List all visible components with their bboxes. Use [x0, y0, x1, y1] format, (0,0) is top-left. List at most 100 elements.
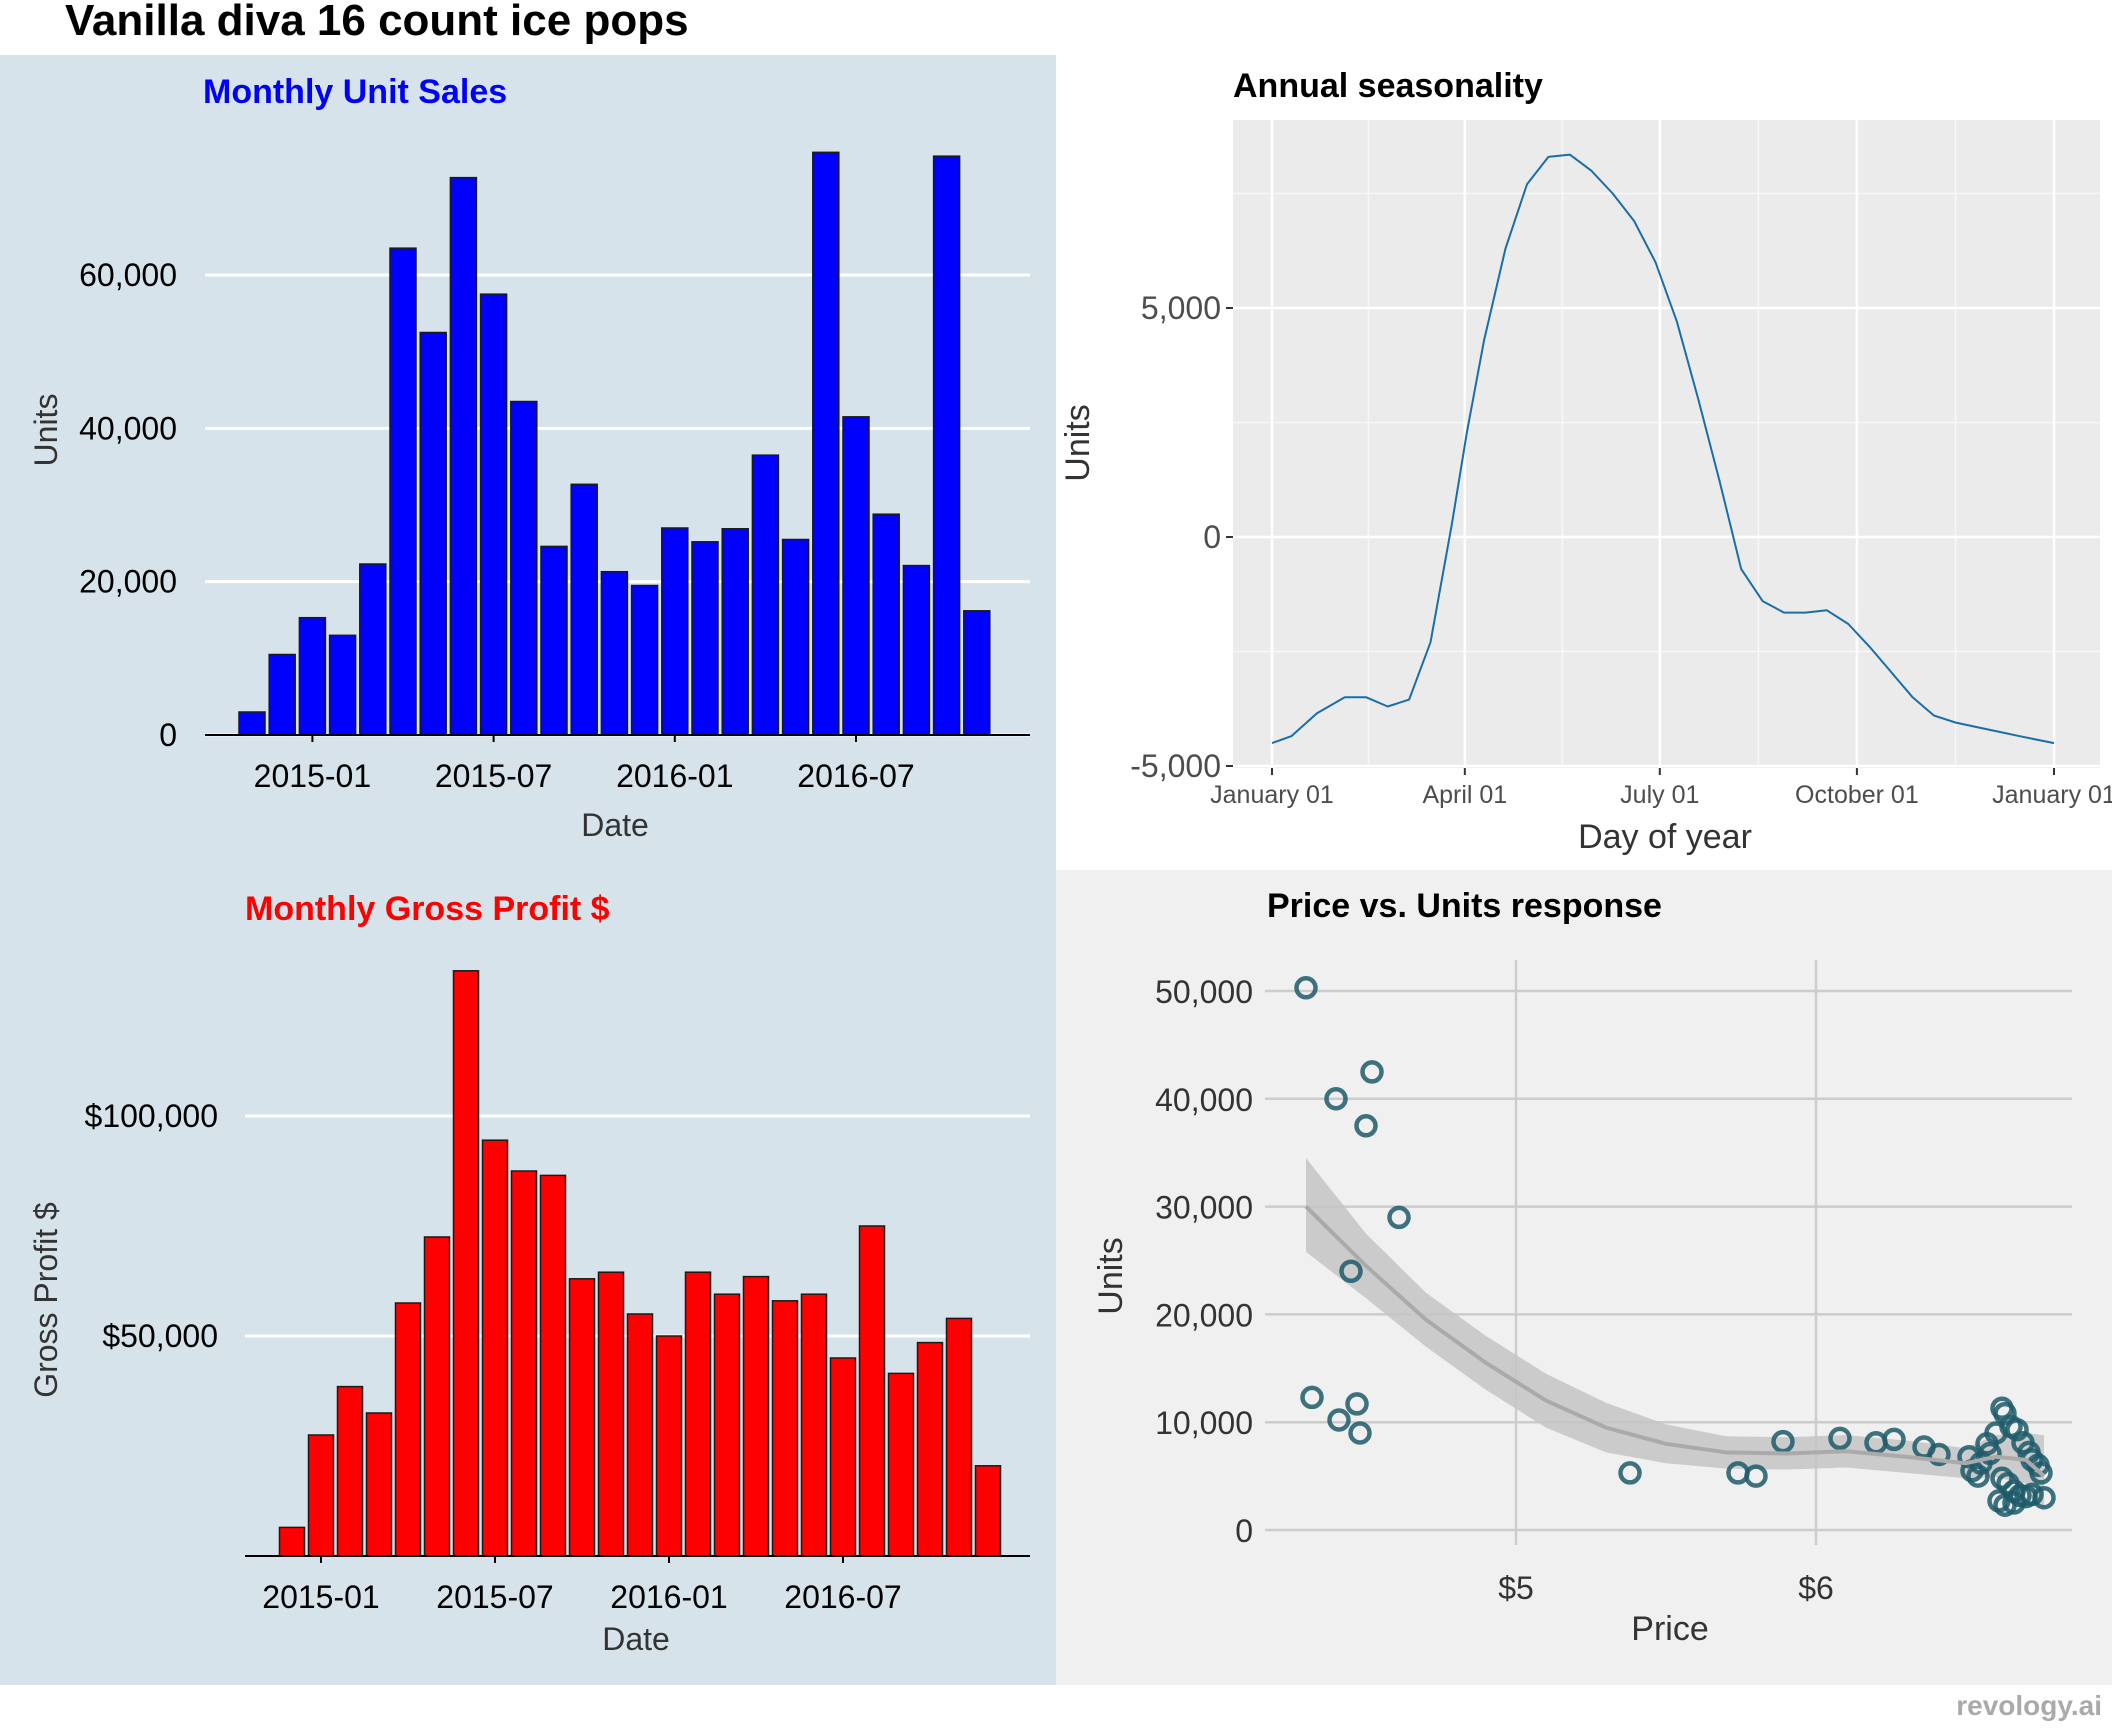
y-tick-label: 40,000	[79, 410, 177, 446]
seasonality-chart-title: Annual seasonality	[1233, 67, 1543, 105]
seasonality-y-axis-label: Units	[1059, 404, 1097, 481]
sales-y-axis-label: Units	[28, 394, 64, 467]
profit-y-axis-label: Gross Profit $	[28, 1202, 64, 1398]
y-tick-label: 20,000	[1155, 1297, 1253, 1333]
bar	[974, 1465, 1002, 1557]
bar	[691, 541, 719, 736]
y-tick-label: 60,000	[79, 257, 177, 293]
bar	[963, 610, 991, 736]
bar	[916, 1341, 944, 1557]
x-tick-label: $6	[1798, 1570, 1834, 1606]
bar	[479, 293, 508, 736]
seasonality-x-axis-label: Day of year	[1578, 818, 1752, 856]
y-tick-label: 30,000	[1155, 1190, 1253, 1226]
profit-chart-title: Monthly Gross Profit $	[245, 890, 610, 928]
y-tick-label: 20,000	[79, 564, 177, 600]
bar	[568, 1278, 596, 1557]
scatter-point	[1993, 1401, 2017, 1426]
scatter-point	[1966, 1464, 1990, 1488]
bar	[389, 247, 417, 736]
bar	[812, 151, 840, 736]
y-tick-label: 0	[1235, 1513, 1253, 1549]
x-tick-label: 2016-07	[784, 1579, 901, 1615]
y-tick-label: 0	[1203, 519, 1221, 555]
scatter-point	[2002, 1491, 2026, 1515]
scatter-point	[1360, 1060, 1384, 1084]
x-tick-label: October 01	[1795, 781, 1919, 809]
bar	[742, 1275, 770, 1557]
page-title: Vanilla diva 16 count ice pops	[65, 0, 689, 45]
scatter-point	[1771, 1429, 1795, 1454]
bar	[298, 616, 327, 736]
scatter-point	[1345, 1392, 1369, 1416]
x-tick-label: 2016-07	[797, 758, 914, 794]
monthly-gross-profit-panel: Monthly Gross Profit $ Date Gross Profit…	[0, 870, 1056, 1685]
x-tick-label: 2015-01	[262, 1579, 379, 1615]
bar	[902, 564, 931, 736]
bar	[419, 331, 447, 736]
y-tick-label: 5,000	[1141, 290, 1221, 326]
x-tick-label: 2015-01	[254, 758, 371, 794]
x-tick-label: January 01	[1992, 781, 2112, 809]
scatter-point	[1978, 1441, 2002, 1466]
bar	[721, 528, 749, 736]
bar	[278, 1526, 306, 1557]
bar	[510, 1170, 538, 1557]
bar	[328, 634, 357, 736]
bar	[800, 1293, 828, 1557]
footer-brand: revology.ai	[1956, 1690, 2102, 1721]
sales-x-axis-label: Date	[581, 807, 649, 843]
plot-background	[1233, 120, 2100, 768]
bar	[858, 1225, 886, 1557]
bar	[630, 584, 659, 736]
x-tick-label: 2016-01	[610, 1579, 727, 1615]
price-vs-units-panel: Price vs. Units response Price Units 0 10…	[1056, 870, 2112, 1685]
scatter-point	[1339, 1259, 1363, 1284]
scatter-point	[2005, 1417, 2029, 1442]
bar	[829, 1357, 857, 1557]
price-chart-title: Price vs. Units response	[1267, 887, 1662, 925]
scatter-point	[2029, 1461, 2053, 1485]
x-tick-label: $5	[1498, 1570, 1534, 1606]
bar	[713, 1293, 741, 1557]
scatter-point	[1327, 1408, 1351, 1432]
annual-seasonality-panel: Annual seasonality Day of year Units -5,…	[1056, 55, 2112, 870]
x-tick-label: 2015-07	[436, 1579, 553, 1615]
annual-seasonality-chart: Annual seasonality Day of year Units -5,…	[1059, 67, 2112, 856]
bar	[481, 1139, 509, 1557]
bar	[655, 1335, 683, 1557]
bar	[771, 1300, 799, 1557]
bar	[842, 416, 870, 736]
scatter-point	[1294, 976, 1318, 1000]
bar	[600, 570, 629, 736]
scatter-point	[2032, 1485, 2056, 1510]
scatter-point	[1957, 1444, 1981, 1469]
y-tick-label: 10,000	[1155, 1405, 1253, 1441]
scatter-point	[1354, 1114, 1378, 1138]
scatter-point	[1828, 1426, 1852, 1451]
profit-x-axis-label: Date	[602, 1621, 670, 1657]
bar	[307, 1434, 335, 1557]
bar	[365, 1412, 393, 1557]
bar	[626, 1313, 654, 1557]
scatter-point	[1324, 1087, 1348, 1111]
x-tick-label: 2016-01	[616, 758, 733, 794]
bar	[359, 563, 387, 736]
bar	[449, 176, 478, 736]
monthly-unit-sales-panel: Monthly Unit Sales Date Units 0 20,000 40,…	[0, 55, 1056, 870]
price-y-axis-label: Units	[1092, 1237, 1130, 1314]
scatter-point	[2020, 1482, 2044, 1507]
bar	[336, 1385, 364, 1557]
bar	[872, 513, 900, 736]
price-x-axis-label: Price	[1631, 1610, 1708, 1648]
sales-chart-title: Monthly Unit Sales	[203, 73, 507, 111]
bar	[570, 483, 598, 736]
x-tick-label: January 01	[1210, 781, 1334, 809]
bar	[751, 454, 780, 736]
y-tick-label: -5,000	[1130, 748, 1221, 784]
scatter-point	[1300, 1385, 1324, 1410]
x-tick-label: April 01	[1422, 781, 1507, 809]
y-tick-label: 40,000	[1155, 1082, 1253, 1118]
bar	[945, 1317, 973, 1557]
bar	[510, 400, 538, 736]
